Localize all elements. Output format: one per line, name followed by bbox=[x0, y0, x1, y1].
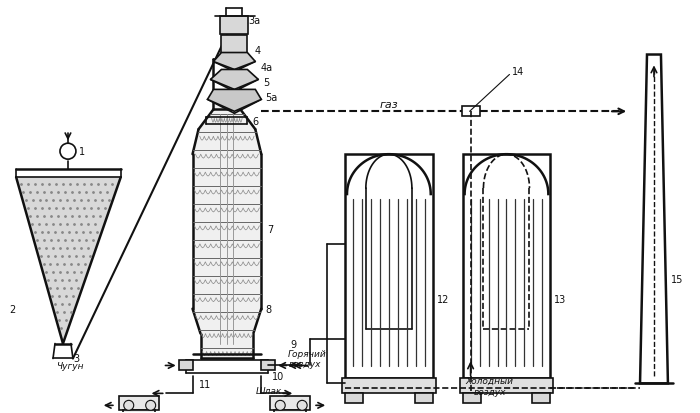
Text: 3: 3 bbox=[73, 354, 79, 363]
Text: 11: 11 bbox=[199, 380, 211, 389]
Text: Чугун: Чугун bbox=[56, 361, 83, 370]
Circle shape bbox=[275, 400, 285, 411]
Bar bbox=[463, 155, 550, 378]
Text: 13: 13 bbox=[554, 294, 566, 304]
Text: 9: 9 bbox=[290, 339, 296, 349]
Text: газ: газ bbox=[380, 100, 398, 110]
Text: 7: 7 bbox=[267, 224, 274, 234]
Text: 5: 5 bbox=[263, 78, 270, 88]
Bar bbox=[220, 17, 248, 35]
Polygon shape bbox=[16, 178, 121, 344]
Text: Холодный: Холодный bbox=[466, 376, 514, 385]
Text: 10: 10 bbox=[272, 372, 284, 382]
Text: Горячий: Горячий bbox=[288, 349, 327, 358]
Bar bbox=[178, 361, 192, 370]
Bar bbox=[533, 394, 550, 404]
Bar bbox=[274, 411, 306, 413]
Text: 15: 15 bbox=[671, 274, 683, 284]
Bar bbox=[221, 36, 247, 53]
Bar bbox=[270, 396, 310, 411]
Text: воздух: воздух bbox=[288, 359, 321, 368]
Polygon shape bbox=[193, 95, 261, 358]
Bar bbox=[463, 394, 481, 404]
Text: 8: 8 bbox=[265, 304, 272, 314]
Polygon shape bbox=[211, 70, 258, 90]
Bar bbox=[460, 378, 553, 394]
Text: 3а: 3а bbox=[248, 16, 260, 26]
Circle shape bbox=[146, 400, 155, 411]
Text: 1: 1 bbox=[79, 147, 85, 157]
Polygon shape bbox=[214, 53, 256, 70]
Text: 4а: 4а bbox=[260, 63, 272, 73]
Text: 12: 12 bbox=[437, 294, 449, 304]
Text: воздух: воздух bbox=[473, 387, 506, 396]
Bar bbox=[342, 378, 435, 394]
Bar bbox=[345, 155, 433, 378]
Bar bbox=[261, 361, 275, 370]
Text: 14: 14 bbox=[512, 67, 524, 77]
Text: Шлак: Шлак bbox=[256, 386, 281, 395]
Polygon shape bbox=[640, 55, 668, 384]
Text: 2: 2 bbox=[9, 304, 15, 314]
Circle shape bbox=[298, 400, 307, 411]
Polygon shape bbox=[207, 90, 261, 112]
Text: 4: 4 bbox=[254, 45, 260, 55]
Bar bbox=[461, 107, 480, 117]
Bar bbox=[122, 411, 155, 413]
Text: 6: 6 bbox=[252, 117, 258, 127]
Bar bbox=[119, 396, 159, 411]
Bar bbox=[415, 394, 433, 404]
Text: 5а: 5а bbox=[265, 93, 277, 103]
Circle shape bbox=[124, 400, 134, 411]
Bar bbox=[345, 394, 363, 404]
